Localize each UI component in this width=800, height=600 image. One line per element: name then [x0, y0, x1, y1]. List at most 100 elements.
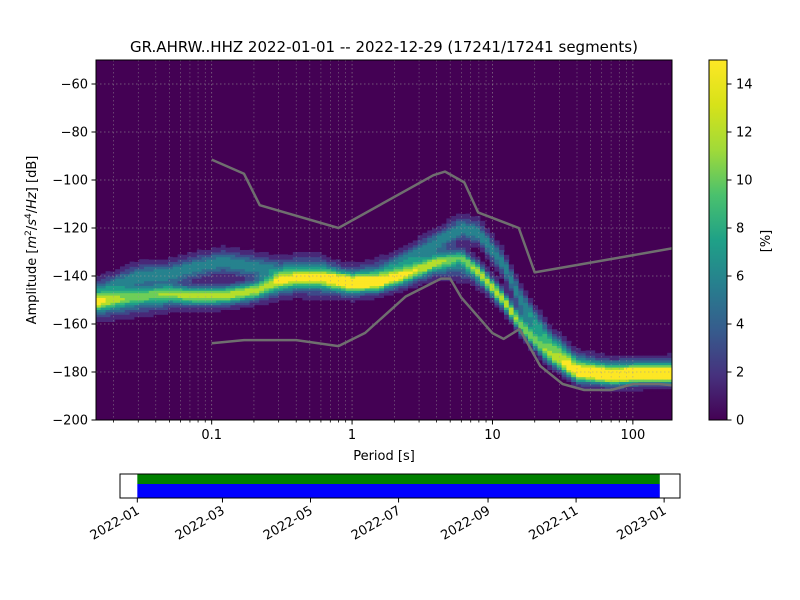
heatmap-cell: [134, 307, 140, 310]
heatmap-cell: [523, 314, 529, 318]
coverage-bar-gaps: [137, 474, 660, 484]
heatmap-cell: [436, 252, 442, 255]
heatmap-cell: [230, 252, 236, 255]
heatmap-cell: [374, 288, 380, 291]
heatmap-cell: [432, 230, 438, 234]
heatmap-cell: [648, 374, 654, 378]
heatmap-cell: [609, 374, 615, 378]
heatmap-cell: [643, 362, 649, 366]
heatmap-cell: [436, 232, 442, 236]
heatmap-cell: [571, 345, 577, 349]
heatmap-cell: [177, 285, 183, 289]
heatmap-cell: [177, 297, 183, 301]
heatmap-cell: [504, 259, 510, 262]
heatmap-cell: [460, 218, 466, 222]
heatmap-cell: [648, 388, 654, 392]
heatmap-cell: [436, 237, 442, 241]
heatmap-cell: [643, 388, 649, 392]
heatmap-cell: [494, 244, 500, 248]
heatmap-cell: [403, 244, 409, 248]
heatmap-cell: [528, 300, 534, 303]
heatmap-cell: [105, 304, 111, 308]
heatmap-cell: [408, 288, 414, 291]
heatmap-cell: [384, 283, 390, 286]
heatmap-cell: [148, 266, 154, 270]
heatmap-cell: [475, 278, 481, 282]
heatmap-cell: [609, 369, 615, 373]
heatmap-cell: [369, 288, 375, 291]
heatmap-cell: [182, 252, 188, 255]
heatmap-cell: [561, 364, 567, 368]
heatmap-cell: [321, 252, 327, 255]
heatmap-cell: [417, 240, 423, 243]
y-tick-label: −80: [61, 126, 88, 141]
heatmap-cell: [624, 381, 630, 385]
heatmap-cell: [153, 276, 159, 279]
heatmap-cell: [350, 285, 356, 289]
heatmap-cell: [441, 266, 447, 270]
heatmap-cell: [336, 297, 342, 301]
heatmap-cell: [216, 309, 222, 313]
heatmap-cell: [465, 252, 471, 255]
heatmap-cell: [513, 331, 519, 334]
heatmap-cell: [139, 271, 145, 274]
heatmap-cell: [216, 280, 222, 284]
heatmap-cell: [648, 384, 654, 387]
heatmap-cell: [278, 288, 284, 291]
heatmap-cell: [614, 360, 620, 363]
heatmap-cell: [129, 266, 135, 270]
heatmap-cell: [609, 381, 615, 385]
heatmap-cell: [595, 352, 601, 356]
heatmap-cell: [446, 280, 452, 284]
heatmap-cell: [580, 369, 586, 373]
heatmap-cell: [609, 376, 615, 380]
heatmap-cell: [120, 316, 126, 320]
heatmap-cell: [148, 309, 154, 313]
heatmap-cell: [393, 273, 399, 277]
heatmap-cell: [283, 261, 289, 265]
heatmap-cell: [465, 218, 471, 222]
heatmap-cell: [384, 273, 390, 277]
heatmap-cell: [412, 242, 418, 246]
heatmap-cell: [508, 271, 514, 274]
heatmap-cell: [465, 247, 471, 250]
heatmap-cell: [297, 266, 303, 270]
heatmap-cell: [528, 328, 534, 332]
heatmap-cell: [206, 280, 212, 284]
heatmap-cell: [566, 369, 572, 373]
heatmap-cell: [264, 259, 270, 262]
heatmap-cell: [326, 256, 332, 260]
x-axis-ticks: 0.1 1 10 100: [113, 420, 645, 443]
heatmap-cell: [302, 290, 308, 294]
heatmap-cell: [288, 285, 294, 289]
heatmap-cell: [489, 273, 495, 277]
heatmap-cell: [134, 309, 140, 313]
heatmap-cell: [633, 360, 639, 363]
heatmap-cell: [124, 264, 130, 267]
heatmap-cell: [417, 249, 423, 253]
heatmap-cell: [201, 249, 207, 253]
heatmap-cell: [187, 273, 193, 277]
heatmap-cell: [196, 295, 202, 298]
heatmap-cell: [321, 276, 327, 279]
heatmap-cell: [648, 355, 654, 358]
heatmap-cell: [220, 300, 226, 303]
heatmap-cell: [432, 256, 438, 260]
heatmap-cell: [220, 276, 226, 279]
heatmap-cell: [422, 273, 428, 277]
heatmap-cell: [307, 256, 313, 260]
heatmap-cell: [297, 254, 303, 258]
heatmap-cell: [441, 242, 447, 246]
heatmap-cell: [465, 228, 471, 231]
heatmap-cell: [456, 218, 462, 222]
heatmap-cell: [288, 254, 294, 258]
heatmap-cell: [484, 249, 490, 253]
heatmap-cell: [331, 273, 337, 277]
heatmap-cell: [408, 252, 414, 255]
heatmap-cell: [321, 285, 327, 289]
heatmap-cell: [110, 304, 116, 308]
heatmap-cell: [336, 273, 342, 277]
heatmap-cell: [451, 259, 457, 262]
heatmap-cell: [360, 288, 366, 291]
heatmap-cell: [259, 256, 265, 260]
